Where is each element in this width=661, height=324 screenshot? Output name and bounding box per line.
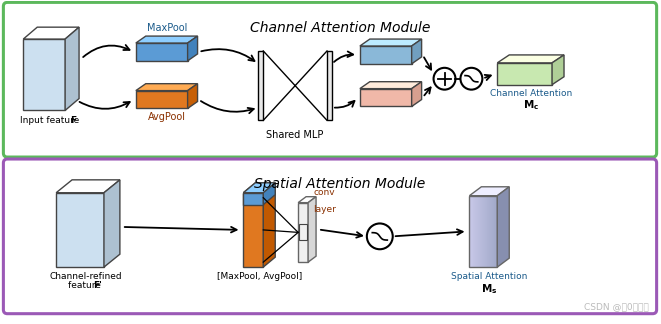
FancyBboxPatch shape bbox=[3, 159, 656, 314]
Polygon shape bbox=[487, 196, 488, 267]
Polygon shape bbox=[412, 82, 422, 107]
Text: Channel Attention: Channel Attention bbox=[490, 89, 572, 98]
Polygon shape bbox=[490, 196, 491, 267]
Polygon shape bbox=[489, 196, 490, 267]
Polygon shape bbox=[263, 183, 275, 205]
Text: CSDN @皔0在读生: CSDN @皔0在读生 bbox=[584, 302, 648, 311]
Polygon shape bbox=[243, 193, 263, 205]
Polygon shape bbox=[360, 89, 412, 107]
Text: F': F' bbox=[94, 281, 102, 290]
Polygon shape bbox=[492, 196, 493, 267]
Polygon shape bbox=[56, 180, 120, 193]
Polygon shape bbox=[412, 39, 422, 64]
Polygon shape bbox=[488, 196, 489, 267]
Polygon shape bbox=[469, 196, 471, 267]
Polygon shape bbox=[496, 196, 497, 267]
Text: Spatial Attention Module: Spatial Attention Module bbox=[254, 177, 426, 191]
Polygon shape bbox=[23, 27, 79, 39]
Polygon shape bbox=[136, 43, 188, 61]
Polygon shape bbox=[308, 197, 316, 262]
Polygon shape bbox=[486, 196, 487, 267]
FancyBboxPatch shape bbox=[3, 2, 656, 157]
Polygon shape bbox=[481, 196, 483, 267]
Polygon shape bbox=[360, 82, 422, 89]
Polygon shape bbox=[243, 183, 275, 193]
Polygon shape bbox=[298, 197, 316, 202]
Polygon shape bbox=[497, 63, 552, 85]
Text: feature: feature bbox=[68, 281, 104, 290]
Polygon shape bbox=[23, 39, 65, 110]
Text: Shared MLP: Shared MLP bbox=[266, 130, 324, 140]
Polygon shape bbox=[243, 183, 275, 193]
Text: $\mathbf{M_c}$: $\mathbf{M_c}$ bbox=[523, 98, 539, 112]
Polygon shape bbox=[243, 193, 263, 267]
Text: Channel Attention Module: Channel Attention Module bbox=[250, 21, 430, 35]
Polygon shape bbox=[258, 51, 263, 120]
Polygon shape bbox=[473, 196, 475, 267]
Polygon shape bbox=[479, 196, 481, 267]
Text: AvgPool: AvgPool bbox=[147, 112, 186, 122]
Text: Input feature: Input feature bbox=[20, 116, 82, 125]
Polygon shape bbox=[497, 187, 509, 267]
Polygon shape bbox=[491, 196, 492, 267]
Polygon shape bbox=[477, 196, 479, 267]
Polygon shape bbox=[497, 55, 564, 63]
Polygon shape bbox=[360, 46, 412, 64]
Text: $\mathbf{M_s}$: $\mathbf{M_s}$ bbox=[481, 282, 498, 296]
Polygon shape bbox=[469, 187, 509, 196]
Polygon shape bbox=[552, 55, 564, 85]
Polygon shape bbox=[360, 39, 422, 46]
Polygon shape bbox=[136, 84, 198, 91]
Polygon shape bbox=[104, 180, 120, 267]
Polygon shape bbox=[493, 196, 494, 267]
Text: MaxPool: MaxPool bbox=[147, 23, 187, 33]
Polygon shape bbox=[136, 91, 188, 109]
Text: conv: conv bbox=[313, 188, 334, 197]
Polygon shape bbox=[327, 51, 332, 120]
Polygon shape bbox=[485, 196, 486, 267]
Text: [MaxPool, AvgPool]: [MaxPool, AvgPool] bbox=[217, 272, 302, 281]
Text: Spatial Attention: Spatial Attention bbox=[451, 272, 527, 281]
Polygon shape bbox=[483, 196, 485, 267]
Polygon shape bbox=[56, 193, 104, 267]
Polygon shape bbox=[188, 36, 198, 61]
Polygon shape bbox=[136, 36, 198, 43]
Polygon shape bbox=[263, 183, 275, 267]
Text: Channel-refined: Channel-refined bbox=[50, 272, 122, 281]
Polygon shape bbox=[471, 196, 473, 267]
Text: layer: layer bbox=[313, 205, 336, 214]
Polygon shape bbox=[495, 196, 496, 267]
Polygon shape bbox=[298, 202, 308, 262]
Polygon shape bbox=[188, 84, 198, 109]
Polygon shape bbox=[65, 27, 79, 110]
Polygon shape bbox=[494, 196, 495, 267]
Polygon shape bbox=[475, 196, 477, 267]
Text: F: F bbox=[70, 116, 76, 125]
